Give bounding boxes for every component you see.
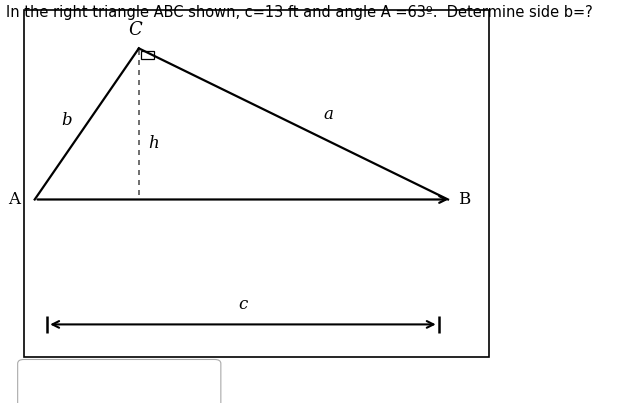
Bar — [141, 51, 154, 59]
Bar — [24, 10, 489, 357]
Text: In the right triangle ABC shown, c=13 ft and angle A =63º.  Determine side b=?: In the right triangle ABC shown, c=13 ft… — [6, 5, 593, 20]
Text: B: B — [457, 191, 470, 208]
Text: b: b — [61, 112, 71, 129]
Text: h: h — [148, 135, 159, 152]
Text: C: C — [129, 21, 143, 39]
Text: c: c — [239, 296, 247, 313]
Text: A: A — [8, 191, 20, 208]
Text: a: a — [323, 106, 333, 123]
